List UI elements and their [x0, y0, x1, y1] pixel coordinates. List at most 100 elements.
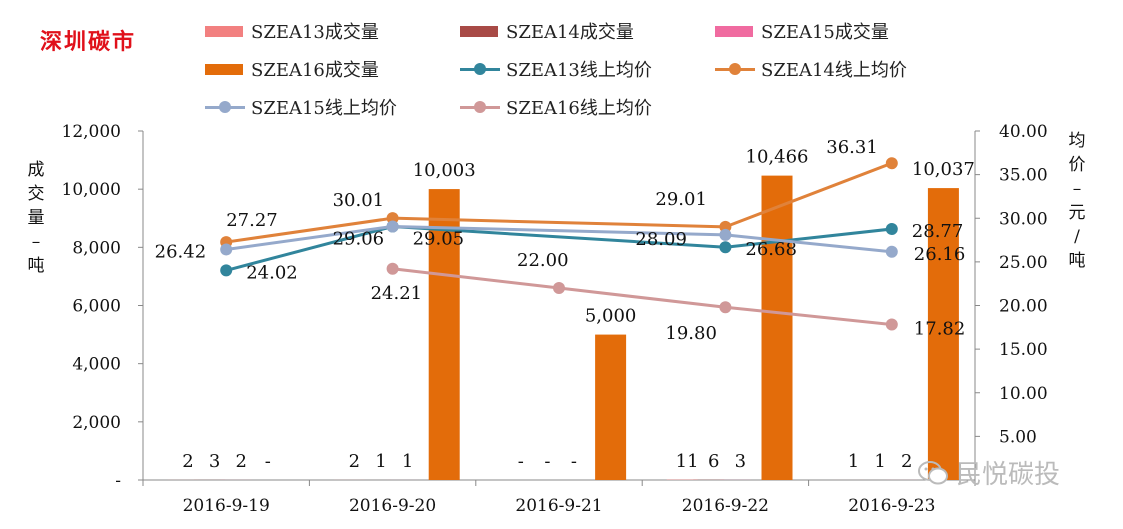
- price-line-segment: [225, 224, 393, 251]
- bar-value-label: 1: [848, 451, 859, 472]
- legend-swatch: [460, 63, 500, 75]
- x-tick-label: 2016-9-23: [848, 496, 935, 516]
- legend-swatch: [205, 63, 243, 75]
- y-tick-label-right: 15.00: [999, 340, 1048, 360]
- bar-value-label: -: [265, 451, 271, 472]
- y-axis-title-right-char: 均: [1069, 131, 1086, 151]
- price-value-label: 26.68: [745, 239, 797, 260]
- y-tick-label-right: 20.00: [999, 297, 1048, 317]
- bar-value-label: 3: [735, 451, 746, 472]
- bar-value-label: -: [544, 451, 550, 472]
- y-axis-title-left-char: 吨: [28, 256, 45, 276]
- price-value-label: 29.01: [655, 189, 707, 210]
- y-tick-label-left: 8,000: [72, 238, 121, 258]
- bar-value-label: 3: [209, 451, 220, 472]
- price-line-segment: [392, 216, 726, 229]
- price-value-label: 28.09: [635, 229, 687, 250]
- legend-label: SZEA16成交量: [251, 60, 379, 81]
- legend-swatch: [460, 25, 498, 37]
- price-value-label: 36.31: [826, 137, 878, 158]
- y-axis-title-left-char: –: [32, 232, 41, 252]
- legend-item-szea14-price: SZEA14线上均价: [715, 56, 907, 82]
- bar-value-label: 10,466: [746, 147, 809, 168]
- price-point: [553, 282, 565, 295]
- y-tick-label-left: 6,000: [72, 297, 121, 317]
- legend-swatch: [460, 101, 500, 113]
- watermark: 民悦碳投: [918, 454, 1060, 491]
- bar-value-label: 10,003: [413, 160, 476, 181]
- legend-swatch: [205, 25, 243, 37]
- price-line-segment: [558, 286, 726, 309]
- price-point: [719, 241, 732, 254]
- price-point: [885, 318, 898, 331]
- bar-value-label: 2: [235, 451, 246, 472]
- price-value-label: 30.01: [333, 190, 385, 211]
- price-value-label: 29.06: [333, 228, 385, 249]
- price-line-segment: [225, 225, 393, 272]
- price-point: [220, 243, 233, 256]
- y-axis-title-right-char: 价: [1069, 155, 1086, 175]
- y-tick-label-left: -: [115, 471, 121, 491]
- price-value-label: 29.05: [413, 229, 465, 250]
- legend-label: SZEA16线上均价: [506, 98, 652, 119]
- bar-value-label: 6: [708, 451, 719, 472]
- legend-label: SZEA13成交量: [251, 22, 379, 43]
- bar-value-label: 1: [375, 451, 386, 472]
- volume-bar: [761, 175, 793, 480]
- price-point: [885, 157, 898, 170]
- price-value-label: 24.02: [246, 262, 298, 283]
- legend-label: SZEA14成交量: [506, 22, 634, 43]
- price-point: [719, 228, 732, 241]
- volume-bar: [428, 189, 460, 481]
- price-value-label: 17.82: [914, 319, 966, 340]
- volume-bar: [927, 188, 959, 480]
- price-value-label: 26.16: [914, 244, 966, 265]
- price-line-segment: [392, 267, 560, 290]
- price-point: [386, 262, 399, 275]
- y-tick-label-left: 12,000: [62, 122, 121, 142]
- price-line-segment: [725, 233, 892, 254]
- y-axis-title-right-char: –: [1073, 179, 1082, 199]
- price-value-label: 26.42: [155, 241, 207, 262]
- x-tick-label: 2016-9-21: [515, 496, 602, 516]
- price-value-label: 27.27: [226, 210, 278, 231]
- y-tick-label-left: 10,000: [62, 180, 121, 200]
- bar-value-label: -: [518, 451, 524, 472]
- y-tick-label-right: 5.00: [999, 427, 1037, 447]
- bar-value-label: 2: [182, 451, 193, 472]
- legend-item-szea13-volume: SZEA13成交量: [205, 18, 379, 44]
- bar-value-label: 5,000: [585, 306, 637, 327]
- price-value-label: 24.21: [371, 283, 423, 304]
- legend-item-szea15-volume: SZEA15成交量: [715, 18, 889, 44]
- bar-value-label: 2: [901, 451, 912, 472]
- price-point: [386, 212, 399, 225]
- legend-swatch: [205, 101, 245, 113]
- bar-value-label: 11: [676, 451, 699, 472]
- y-axis-title-left-char: 成: [28, 160, 45, 180]
- bar-value-label: 1: [402, 451, 413, 472]
- legend-label: SZEA13线上均价: [506, 60, 652, 81]
- price-point: [220, 264, 233, 277]
- y-axis-title-left-char: 交: [28, 184, 45, 204]
- price-point: [885, 245, 898, 258]
- brand-title: 深圳碳市: [40, 29, 137, 55]
- bar-value-label: -: [571, 451, 577, 472]
- price-line-segment: [392, 224, 726, 237]
- price-line-segment: [725, 305, 892, 327]
- y-tick-label-right: 30.00: [999, 209, 1048, 229]
- legend-label: SZEA15成交量: [761, 22, 889, 43]
- legend-item-szea16-price: SZEA16线上均价: [460, 94, 652, 120]
- price-line-segment: [225, 216, 393, 244]
- y-axis-title-right-char: /: [1074, 227, 1080, 247]
- legend-item-szea15-price: SZEA15线上均价: [205, 94, 397, 120]
- y-tick-label-right: 35.00: [999, 166, 1048, 186]
- price-value-label: 22.00: [517, 250, 569, 271]
- price-line-segment: [392, 225, 726, 249]
- legend-item-szea16-volume: SZEA16成交量: [205, 56, 379, 82]
- price-point: [386, 220, 399, 233]
- y-tick-label-right: 40.00: [999, 122, 1048, 142]
- legend-item-szea14-volume: SZEA14成交量: [460, 18, 634, 44]
- legend-label: SZEA14线上均价: [761, 60, 907, 81]
- y-tick-label-left: 4,000: [72, 355, 121, 375]
